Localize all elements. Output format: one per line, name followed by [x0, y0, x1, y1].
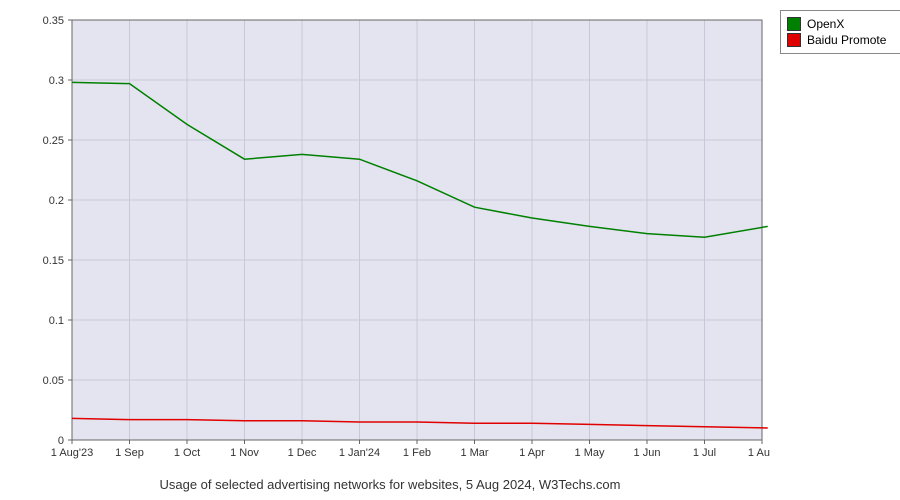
svg-text:1 Mar: 1 Mar	[460, 447, 488, 459]
svg-text:0.25: 0.25	[43, 135, 64, 147]
svg-text:1 Jun: 1 Jun	[634, 447, 661, 459]
legend-swatch-openx	[787, 17, 801, 31]
legend-swatch-baidu	[787, 33, 801, 47]
svg-text:1 Apr: 1 Apr	[519, 447, 545, 459]
legend-label: Baidu Promote	[807, 33, 886, 47]
svg-text:1 Aug'23: 1 Aug'23	[51, 447, 93, 459]
svg-text:1 Aug: 1 Aug	[748, 447, 770, 459]
svg-text:0.35: 0.35	[43, 15, 64, 27]
legend-item: Baidu Promote	[787, 33, 897, 47]
chart-caption: Usage of selected advertising networks f…	[0, 477, 780, 492]
svg-text:1 Sep: 1 Sep	[115, 447, 144, 459]
svg-text:1 May: 1 May	[575, 447, 605, 459]
line-chart: 0 0.05 0.1 0.15 0.2 0.25 0.3 0.35 1 Aug'23 1 Sep 1…	[10, 10, 770, 470]
legend-item: OpenX	[787, 17, 897, 31]
svg-text:0.1: 0.1	[49, 315, 64, 327]
legend: OpenX Baidu Promote	[780, 10, 900, 54]
svg-text:1 Feb: 1 Feb	[403, 447, 431, 459]
svg-text:1 Jul: 1 Jul	[693, 447, 716, 459]
svg-text:0: 0	[58, 435, 64, 447]
svg-text:1 Jan'24: 1 Jan'24	[339, 447, 380, 459]
svg-text:0.3: 0.3	[49, 75, 64, 87]
chart-container: 0 0.05 0.1 0.15 0.2 0.25 0.3 0.35 1 Aug'23 1 Sep 1…	[10, 10, 770, 470]
svg-text:1 Nov: 1 Nov	[230, 447, 259, 459]
legend-label: OpenX	[807, 17, 844, 31]
svg-text:0.2: 0.2	[49, 195, 64, 207]
svg-text:0.15: 0.15	[43, 255, 64, 267]
svg-text:0.05: 0.05	[43, 375, 64, 387]
svg-text:1 Oct: 1 Oct	[174, 447, 200, 459]
svg-text:1 Dec: 1 Dec	[288, 447, 317, 459]
